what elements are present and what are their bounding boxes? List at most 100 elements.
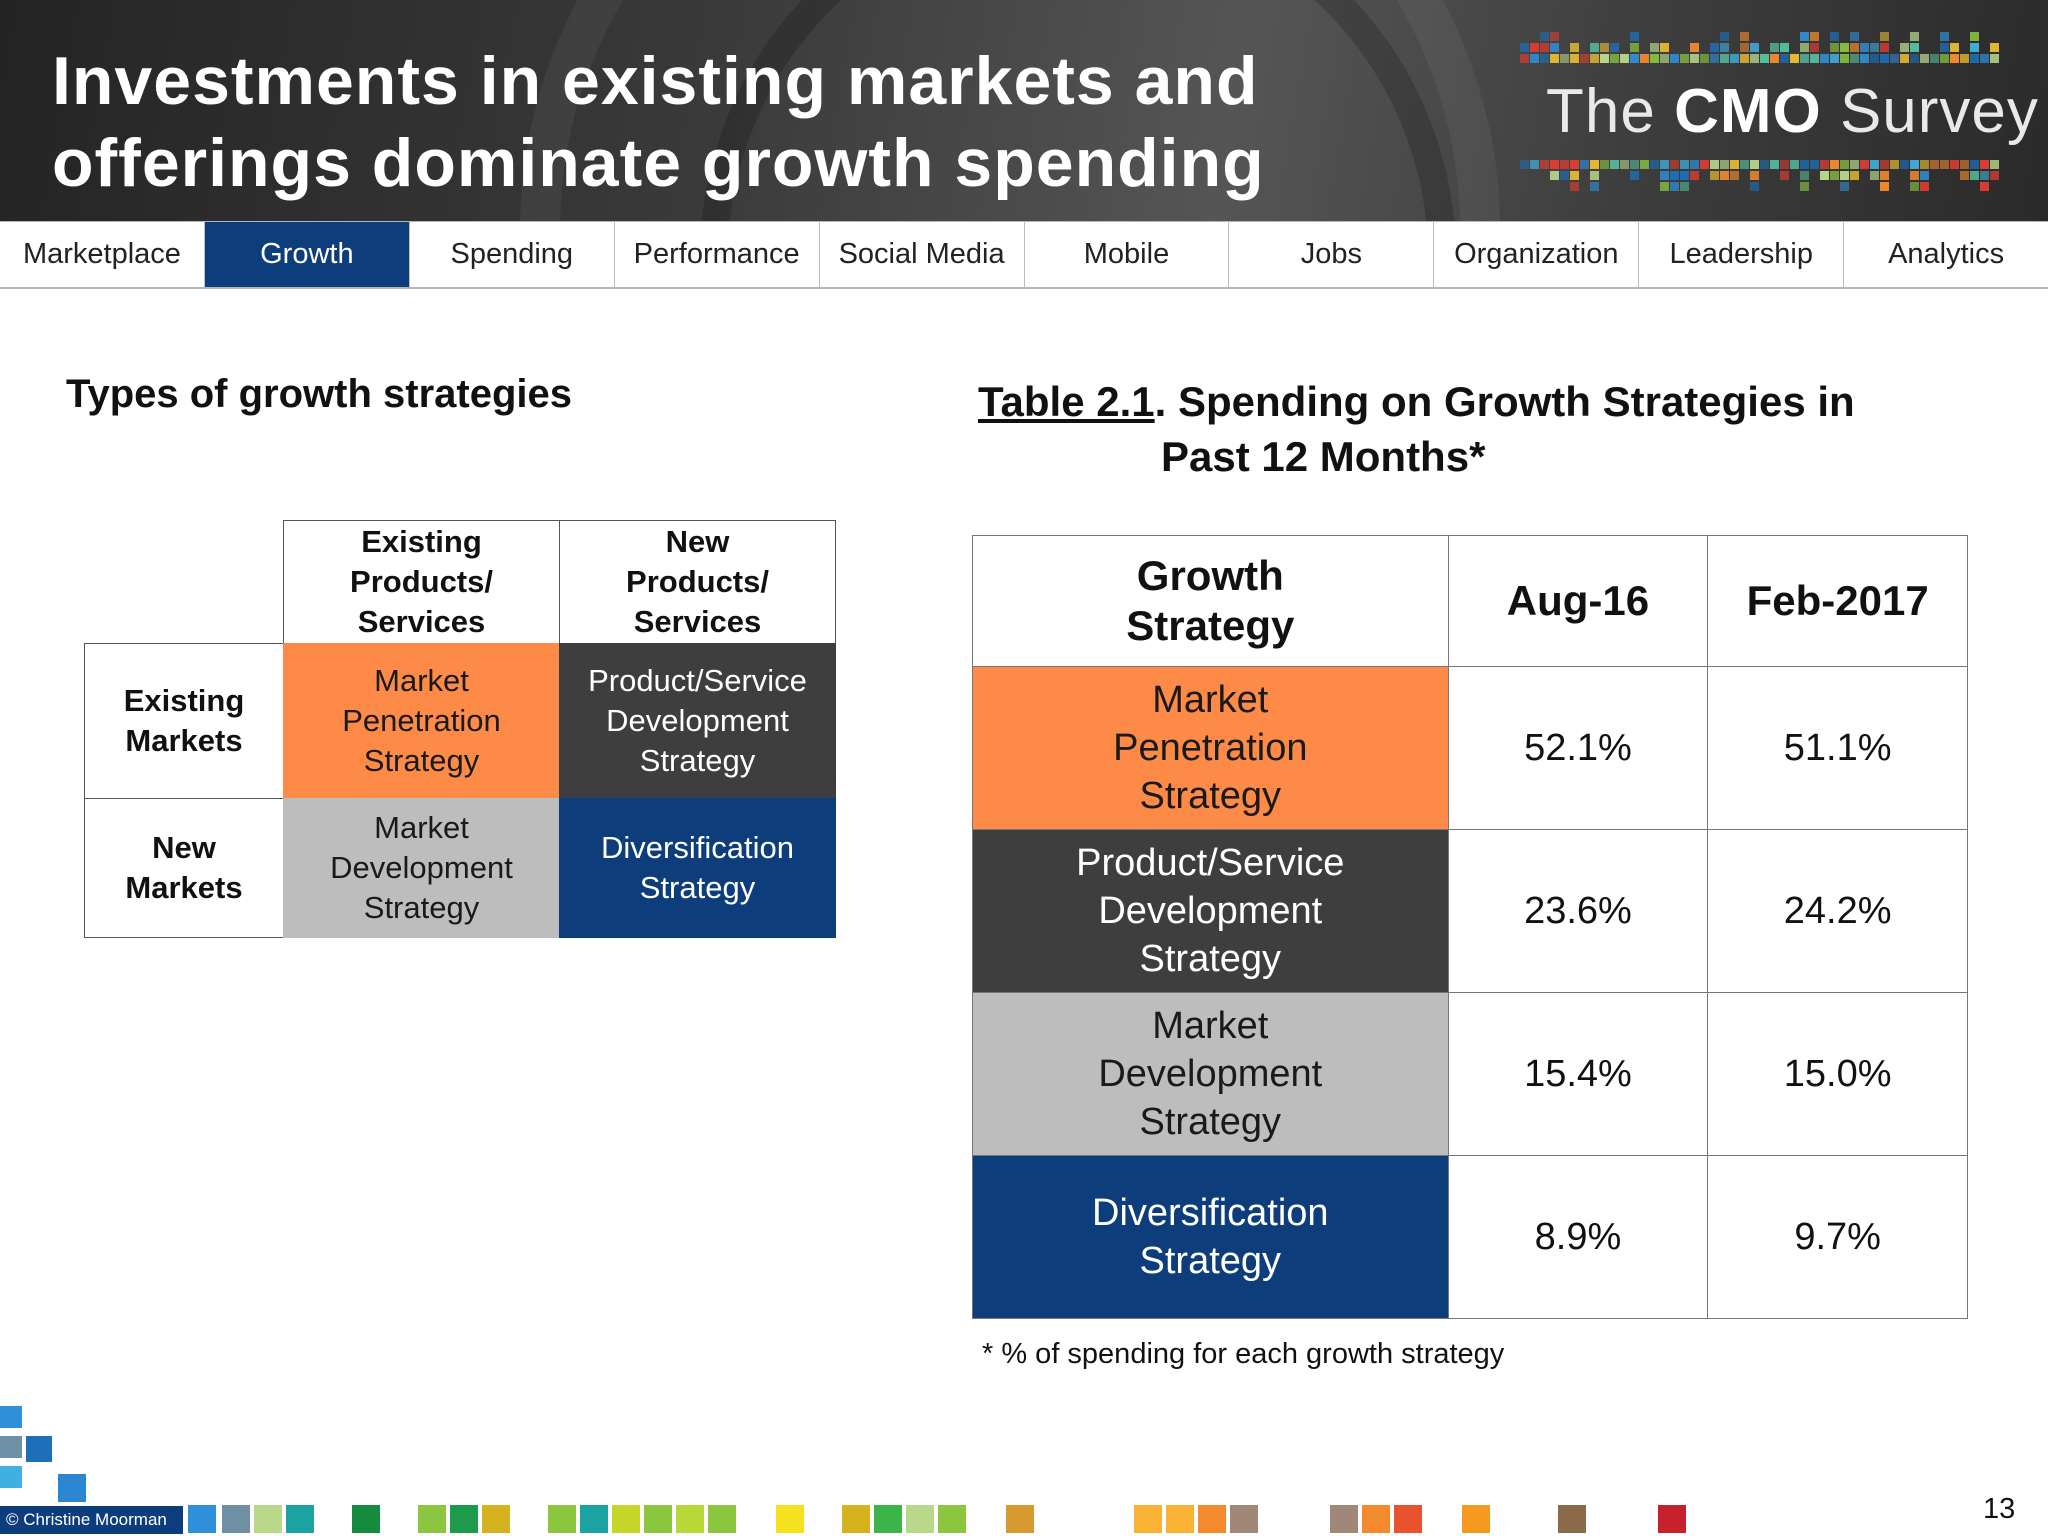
md-line1: Market <box>374 810 469 845</box>
mp-line2: Penetration <box>342 703 501 738</box>
r2-line3: Strategy <box>1139 1101 1282 1143</box>
footer-square <box>1362 1505 1390 1533</box>
logo-pixel <box>1720 43 1729 52</box>
logo-pixel <box>1630 160 1639 169</box>
logo-pixel <box>1990 160 1999 169</box>
logo-pixel <box>1630 43 1639 52</box>
footer-square <box>580 1505 608 1533</box>
logo-pixel <box>1590 43 1599 52</box>
logo-pixel <box>1670 171 1679 180</box>
logo-pixel <box>1540 32 1549 41</box>
logo-pixel <box>1910 182 1919 191</box>
logo-pixel <box>1790 54 1799 63</box>
logo-pixel <box>1850 32 1859 41</box>
value-feb2017: 9.7% <box>1707 1155 1968 1319</box>
tab-analytics[interactable]: Analytics <box>1888 238 2005 270</box>
logo-pixel <box>1810 43 1819 52</box>
logo-pixel <box>1960 54 1969 63</box>
logo-pixel <box>1550 171 1559 180</box>
footer-square <box>644 1505 672 1533</box>
logo-pixel <box>1930 54 1939 63</box>
logo-pixel <box>1710 54 1719 63</box>
logo-pixel <box>1800 54 1809 63</box>
logo-pixel <box>1670 182 1679 191</box>
logo-pixel <box>1530 43 1539 52</box>
r0-line1: Market <box>1152 679 1269 721</box>
cell-market-development: Market Development Strategy <box>283 798 560 938</box>
logo-pixel <box>1970 171 1979 180</box>
logo-pixel <box>1580 160 1589 169</box>
logo-pixel <box>1670 54 1679 63</box>
logo-pixel <box>1940 32 1949 41</box>
logo-pixel <box>1570 182 1579 191</box>
logo-pixel <box>1620 160 1629 169</box>
logo-pixel <box>1780 43 1789 52</box>
r0-line3: Strategy <box>1139 775 1282 817</box>
logo-pixel <box>1650 54 1659 63</box>
logo-pixel <box>1530 54 1539 63</box>
logo-pixel <box>1780 171 1789 180</box>
footer-square <box>906 1505 934 1533</box>
tab-leadership[interactable]: Leadership <box>1639 222 1845 287</box>
logo-pixel <box>1720 171 1729 180</box>
logo-pixel <box>1870 54 1879 63</box>
tab-growth[interactable]: Growth <box>204 222 410 287</box>
logo-pixel <box>1890 54 1899 63</box>
logo-pixel <box>1990 43 1999 52</box>
footer-square <box>1198 1505 1226 1533</box>
r0-line2: Penetration <box>1113 727 1308 769</box>
logo-pixel <box>1600 54 1609 63</box>
logo-pixel <box>1710 43 1719 52</box>
row2-line2: Markets <box>125 870 243 905</box>
section-nav: Marketplace Growth Spending Performance … <box>0 221 2048 289</box>
table-row: Market Penetration Strategy 52.1% 51.1% <box>972 666 1968 830</box>
table-number: Table 2.1 <box>978 378 1155 425</box>
logo-pixel <box>1990 54 1999 63</box>
r1-line1: Product/Service <box>1076 842 1345 884</box>
tab-spending[interactable]: Spending <box>410 222 615 287</box>
r2-line1: Market <box>1152 1005 1269 1047</box>
footer-square <box>1558 1505 1586 1533</box>
tab-organization[interactable]: Organization <box>1434 222 1640 287</box>
logo-pixel <box>1650 43 1659 52</box>
logo-pixel <box>1700 54 1709 63</box>
tab-social-media[interactable]: Social Media <box>820 222 1025 287</box>
logo-pixel <box>1830 54 1839 63</box>
footer-square <box>676 1505 704 1533</box>
logo-text: The CMO Survey <box>1546 76 2039 147</box>
footer-square <box>1394 1505 1422 1533</box>
logo-pixel <box>1780 54 1789 63</box>
logo-pixel <box>1810 32 1819 41</box>
r1-line2: Development <box>1098 890 1323 932</box>
title-line-1: Investments in existing markets and <box>52 43 1259 119</box>
tab-performance[interactable]: Performance <box>615 222 820 287</box>
table-heading: Table 2.1. Spending on Growth Strategies… <box>978 374 1855 484</box>
footer-square <box>286 1505 314 1533</box>
logo-pixel <box>1520 160 1529 169</box>
logo-pixel <box>1570 160 1579 169</box>
col-header-existing-products: Existing Products/Services <box>283 520 560 644</box>
col2-line3: Services <box>633 604 762 639</box>
logo-pixel <box>1730 160 1739 169</box>
cell-product-service-development: Product/Service Development Strategy <box>559 643 836 799</box>
hdr-strategy-line2: Strategy <box>1126 602 1295 649</box>
cell-diversification: Diversification Strategy <box>559 798 836 938</box>
logo-pixel <box>1690 171 1699 180</box>
logo-pixel <box>1750 182 1759 191</box>
tab-mobile[interactable]: Mobile <box>1025 222 1230 287</box>
logo-pixel <box>1880 171 1889 180</box>
logo-pixel <box>1640 160 1649 169</box>
hdr-strategy-line1: Growth <box>1136 552 1284 599</box>
table-header-row: Growth Strategy Aug-16 Feb-2017 <box>972 535 1968 667</box>
tab-marketplace[interactable]: Marketplace <box>0 222 205 287</box>
logo-pixel <box>1760 54 1769 63</box>
logo-pixel <box>1840 182 1849 191</box>
logo-pixel <box>1740 160 1749 169</box>
tab-jobs[interactable]: Jobs <box>1229 222 1435 287</box>
logo-pixel <box>1750 54 1759 63</box>
logo-pixel <box>1690 43 1699 52</box>
row2-line1: New <box>152 830 216 865</box>
logo-pixel <box>1760 160 1769 169</box>
logo-pixel <box>1940 54 1949 63</box>
logo-pixel <box>1820 171 1829 180</box>
